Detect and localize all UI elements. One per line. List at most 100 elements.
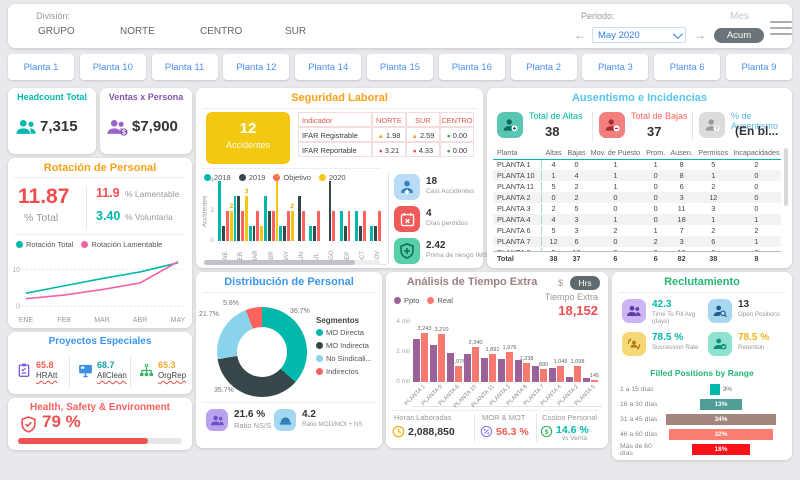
ausentismo-table-scrollbar[interactable] bbox=[784, 148, 788, 206]
tab-planta-1[interactable]: Planta 1 bbox=[8, 54, 74, 80]
legend-item[interactable]: 2020 bbox=[318, 173, 346, 182]
bar-Ppto-planta-7 bbox=[532, 366, 539, 382]
funnel-bar: 13% bbox=[699, 399, 743, 410]
legend-label: Real bbox=[437, 296, 453, 305]
circle-status-icon: ● bbox=[446, 133, 451, 140]
funnel-value: 3% bbox=[722, 386, 732, 393]
aus-row-planta-8: PLANTA 8512021862 bbox=[493, 247, 781, 251]
segment-mo-indirecta[interactable]: MO Indirecta bbox=[316, 341, 372, 350]
tab-planta-3[interactable]: Planta 3 bbox=[582, 54, 649, 80]
proyecto-value: 65.8 bbox=[36, 360, 54, 370]
altas-value: 38 bbox=[545, 124, 560, 139]
rec-label-retention: Retention bbox=[738, 344, 765, 351]
division-centro[interactable]: CENTRO bbox=[200, 26, 243, 37]
donut-label-indirectos: 5.8% bbox=[223, 300, 239, 307]
legend-item[interactable]: Objetivo bbox=[273, 173, 311, 182]
segment-indirectos[interactable]: Indirectos bbox=[316, 367, 372, 376]
ausentismo-table-body: PLANTA 1 4 0 1 1 8 5 2 PLANTA 10 1 4 1 0 8 1 0 PLANTA 11… bbox=[493, 159, 781, 251]
legend-label: Rotación Total bbox=[26, 240, 74, 249]
triangle-status-icon: ▲ bbox=[377, 133, 384, 140]
bar-Objetivo-JUN bbox=[302, 211, 305, 241]
tab-planta-14[interactable]: Planta 14 bbox=[295, 54, 362, 80]
toggle-mes[interactable]: Mes bbox=[730, 11, 749, 22]
tab-planta-10[interactable]: Planta 10 bbox=[79, 54, 146, 80]
division-grupo[interactable]: GRUPO bbox=[38, 26, 75, 37]
aus-row-planta-3: PLANTA 3 2 5 0 0 11 3 0 bbox=[493, 203, 781, 214]
legend-dot bbox=[394, 297, 401, 304]
accidents-scrollbar[interactable] bbox=[204, 260, 380, 265]
tab-planta-2[interactable]: Planta 2 bbox=[510, 54, 577, 80]
bar-2020-MAY: 2 bbox=[290, 203, 294, 241]
legend-item[interactable]: Ppto bbox=[394, 296, 419, 305]
aus-cell: 0 bbox=[754, 193, 759, 202]
shield-plus-icon bbox=[394, 238, 420, 264]
tiempo-legend: Ppto Real bbox=[394, 296, 453, 305]
legend-item[interactable]: Rotación Total bbox=[16, 240, 73, 249]
bar-Real-planta-6: 1,076 bbox=[452, 359, 466, 382]
division-norte[interactable]: NORTE bbox=[120, 26, 155, 37]
bar-Real-planta-7: 890 bbox=[539, 362, 548, 382]
tiempo-ytick: 4 mil bbox=[396, 318, 410, 325]
aus-cell: 0 bbox=[574, 160, 579, 169]
rec-label-time-to-fill-avg-days-: Time To Fill Avg (days) bbox=[652, 311, 696, 325]
legend-label: Rotación Lamentable bbox=[91, 240, 163, 249]
bar-Objetivo-NOV bbox=[377, 211, 381, 241]
person-plus-icon bbox=[497, 112, 523, 138]
prev-period-arrow[interactable]: ← bbox=[574, 28, 586, 42]
reclutamiento-card: Reclutamiento 42.3 Time To Fill Avg (day… bbox=[612, 272, 792, 460]
aus-row-planta-2: PLANTA 2 0 2 0 0 3 12 0 bbox=[493, 192, 781, 203]
tab-planta-6[interactable]: Planta 6 bbox=[654, 54, 721, 80]
indicator-value: ● 3.21 bbox=[371, 142, 406, 157]
succession-icon bbox=[622, 332, 646, 356]
funnel-category: 16 a 30 días bbox=[620, 401, 658, 408]
bar-Real-planta-11: 1,891 bbox=[486, 347, 500, 382]
indicator-col-norte: NORTE bbox=[371, 112, 406, 127]
tab-planta-12[interactable]: Planta 12 bbox=[223, 54, 290, 80]
period-label: Periodo: bbox=[581, 11, 615, 21]
tab-planta-11[interactable]: Planta 11 bbox=[151, 54, 218, 80]
next-period-arrow[interactable]: → bbox=[694, 28, 706, 42]
seguridad-kpi-d-as-perdidos: 4 Días perdidos bbox=[394, 206, 480, 234]
tiempo-group-planta-10: 2,340 PLANTA 10 bbox=[453, 322, 483, 409]
tab-planta-9[interactable]: Planta 9 bbox=[725, 54, 792, 80]
indicator-value: ● 0.00 bbox=[439, 127, 474, 142]
funnel-category: 1 a 15 días bbox=[620, 386, 654, 393]
toggle-acum[interactable]: Acum bbox=[714, 28, 764, 43]
legend-item[interactable]: 2019 bbox=[238, 173, 265, 182]
menu-icon[interactable] bbox=[770, 17, 792, 39]
aus-col-prom-: Prom. bbox=[646, 148, 666, 157]
aus-cell: 0 bbox=[653, 215, 658, 224]
division-sur[interactable]: SUR bbox=[285, 26, 307, 37]
funnel-row-m-s-de-60-d-as: Más de 60 días 18% bbox=[612, 442, 792, 457]
legend-item[interactable]: Rotación Lamentable bbox=[81, 240, 162, 249]
people-icon bbox=[16, 120, 36, 134]
proyecto-link[interactable]: AllClean bbox=[97, 371, 127, 380]
toggle-money[interactable]: $ bbox=[558, 278, 564, 288]
accidents-group-ENE: 2 ENE bbox=[218, 181, 233, 264]
aus-cell: 5 bbox=[542, 248, 565, 251]
period-value: May 2020 bbox=[598, 29, 640, 41]
tiempo-group-planta-9: 3,210 PLANTA 9 bbox=[421, 322, 448, 407]
period-dropdown[interactable]: May 2020 bbox=[592, 27, 686, 43]
legend-item[interactable]: Real bbox=[427, 296, 453, 305]
tab-planta-15[interactable]: Planta 15 bbox=[366, 54, 433, 80]
plant-tabs: Planta 1 Planta 10 Planta 11 Planta 12 Plant… bbox=[8, 54, 792, 80]
legend-item[interactable]: 2018 bbox=[204, 173, 231, 182]
proyecto-link[interactable]: OrgRep bbox=[158, 371, 187, 380]
proyecto-value: 68.7 bbox=[97, 360, 115, 370]
person-minus-icon bbox=[599, 112, 625, 138]
legend-dot bbox=[204, 174, 211, 181]
bar-Ppto-planta-9 bbox=[430, 345, 437, 382]
aus-col-mov-de-puesto: Mov. de Puesto bbox=[590, 148, 641, 157]
aus-cell: 18 bbox=[669, 248, 695, 251]
legend-dot bbox=[318, 174, 326, 181]
aus-col-permisos: Permisos bbox=[698, 148, 729, 157]
segment-mo-directa[interactable]: MO Directa bbox=[316, 328, 372, 337]
proyecto-link[interactable]: HRAtt bbox=[36, 371, 58, 380]
tab-planta-16[interactable]: Planta 16 bbox=[438, 54, 505, 80]
toggle-hours[interactable]: Hrs bbox=[570, 276, 600, 290]
clock-icon bbox=[392, 425, 405, 438]
accidents-group-FEB: 3 FEB bbox=[233, 181, 248, 264]
segment-no-sindicali-[interactable]: No Sindicali... bbox=[316, 354, 372, 363]
